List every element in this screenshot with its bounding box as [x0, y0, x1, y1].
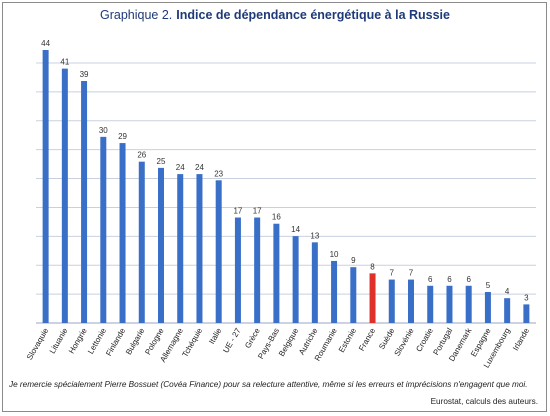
data-label: 30 — [99, 126, 108, 135]
bar — [234, 217, 241, 323]
data-label: 7 — [409, 269, 414, 278]
data-label: 5 — [486, 281, 491, 290]
bar — [42, 50, 49, 323]
bar — [331, 260, 338, 323]
data-label: 6 — [428, 275, 433, 284]
category-label: Slovénie — [393, 326, 416, 358]
bar — [81, 81, 88, 323]
data-label: 25 — [157, 157, 166, 166]
chart-frame — [2, 2, 547, 412]
bar — [215, 180, 222, 323]
bar — [427, 285, 434, 323]
category-label: Italie — [207, 326, 224, 346]
bar — [446, 285, 453, 323]
data-label: 44 — [41, 39, 50, 48]
bar — [61, 68, 68, 323]
data-label: 13 — [310, 231, 319, 240]
bar — [292, 236, 299, 323]
data-label: 23 — [214, 169, 223, 178]
bar — [254, 217, 261, 323]
category-label: Suède — [377, 326, 397, 351]
bar — [369, 273, 376, 323]
data-label: 9 — [351, 256, 356, 265]
bar — [311, 242, 318, 323]
chart-title: Graphique 2. Indice de dépendance énergét… — [0, 8, 550, 22]
bar — [100, 136, 107, 323]
data-label: 7 — [390, 269, 395, 278]
data-label: 29 — [118, 132, 127, 141]
data-label: 6 — [447, 275, 452, 284]
data-label: 3 — [524, 293, 529, 302]
bar — [196, 174, 203, 323]
category-label: Slovaquie — [25, 326, 51, 361]
category-label: France — [357, 326, 378, 353]
bar — [273, 223, 280, 323]
data-label: 10 — [330, 250, 339, 259]
data-label: 6 — [466, 275, 471, 284]
data-label: 24 — [195, 163, 204, 172]
bar — [504, 298, 511, 323]
chart-title-prefix: Graphique 2. — [100, 8, 173, 22]
data-label: 14 — [291, 225, 300, 234]
bar — [350, 267, 357, 323]
category-labels: SlovaquieLituanieHongrieLettonieFinlande… — [25, 326, 531, 370]
bar — [388, 279, 395, 323]
bar — [177, 174, 184, 323]
grid-lines — [36, 62, 536, 324]
data-labels: 44 41 39 30 29 26 25 24 24 23 17 17 16 14 13 10 9 8 7 7 6 6 6 5… — [41, 39, 529, 302]
category-label: Croatie — [414, 326, 435, 353]
category-label: Irlande — [511, 326, 531, 352]
category-label: Grèce — [243, 326, 262, 350]
chart-title-main: Indice de dépendance énergétique à la Ru… — [176, 8, 450, 22]
data-label: 17 — [253, 207, 262, 216]
data-label: 26 — [137, 151, 146, 160]
bar — [158, 167, 164, 323]
bar — [119, 143, 126, 323]
data-label: 17 — [233, 207, 242, 216]
category-label: Estonie — [337, 326, 358, 354]
data-label: 16 — [272, 213, 281, 222]
source-note: Eurostat, calculs des auteurs. — [430, 397, 538, 406]
bar — [465, 285, 472, 323]
data-label: 24 — [176, 163, 185, 172]
bar — [408, 279, 414, 323]
bar — [484, 291, 491, 323]
bar — [523, 304, 530, 323]
data-label: 41 — [60, 58, 69, 67]
bar — [138, 161, 145, 323]
category-label: UE - 27 — [221, 326, 243, 354]
data-label: 4 — [505, 287, 510, 296]
data-label: 39 — [80, 70, 89, 79]
bars — [42, 50, 530, 323]
footnote: Je remercie spécialement Pierre Bossuet … — [9, 380, 528, 389]
data-label: 8 — [370, 262, 375, 271]
